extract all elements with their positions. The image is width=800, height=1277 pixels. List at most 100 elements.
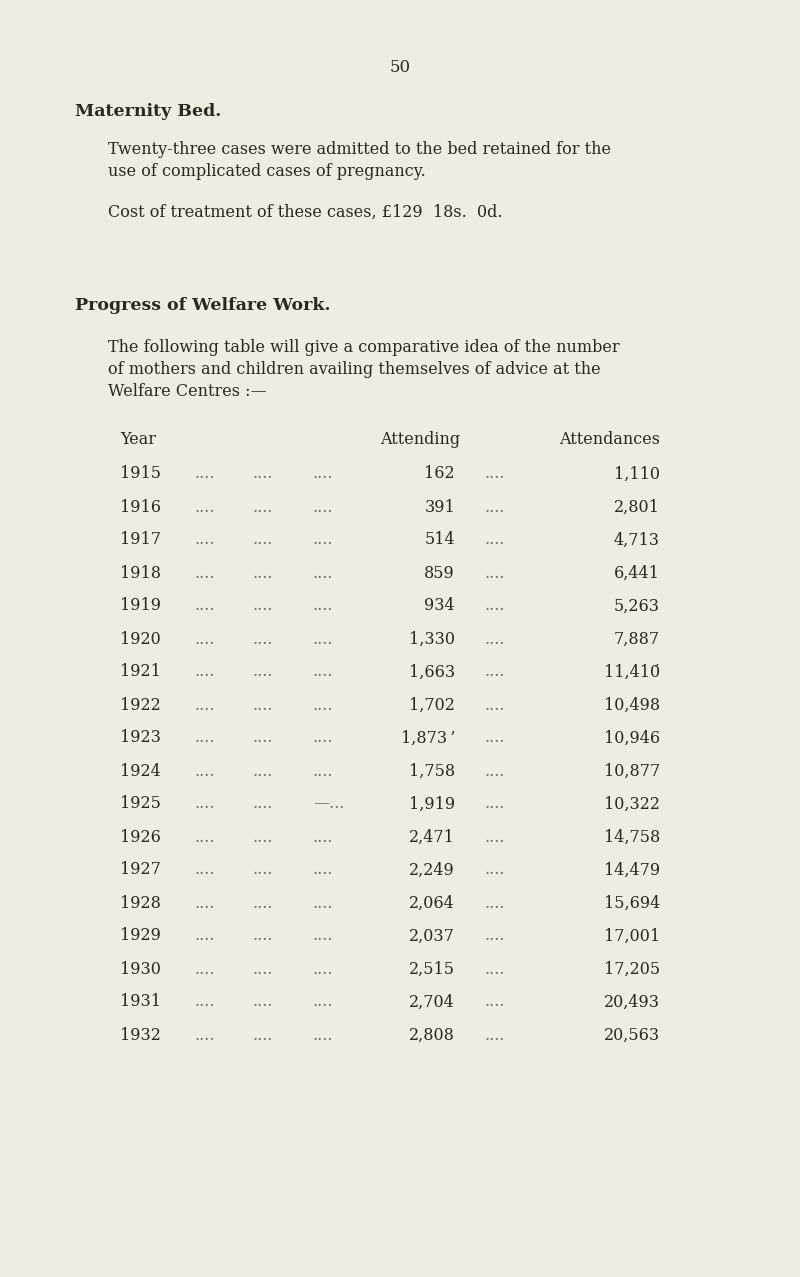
Text: ....: ....: [485, 631, 506, 647]
Text: 934: 934: [424, 598, 455, 614]
Text: ....: ....: [313, 729, 334, 747]
Text: ....: ....: [195, 531, 215, 549]
Text: Year: Year: [120, 432, 156, 448]
Text: ....: ....: [485, 1027, 506, 1043]
Text: 1919: 1919: [120, 598, 161, 614]
Text: 10,946: 10,946: [604, 729, 660, 747]
Text: ....: ....: [253, 564, 274, 581]
Text: Progress of Welfare Work.: Progress of Welfare Work.: [75, 298, 330, 314]
Text: 20,493: 20,493: [604, 994, 660, 1010]
Text: ....: ....: [485, 598, 506, 614]
Text: ....: ....: [313, 696, 334, 714]
Text: 2,515: 2,515: [409, 960, 455, 977]
Text: ....: ....: [485, 729, 506, 747]
Text: 2,249: 2,249: [410, 862, 455, 879]
Text: of mothers and children availing themselves of advice at the: of mothers and children availing themsel…: [108, 361, 601, 378]
Text: ....: ....: [253, 498, 274, 516]
Text: ....: ....: [313, 894, 334, 912]
Text: ....: ....: [195, 960, 215, 977]
Text: Cost of treatment of these cases, £129  18s.  0d.: Cost of treatment of these cases, £129 1…: [108, 203, 502, 221]
Text: 1927: 1927: [120, 862, 161, 879]
Text: 1925: 1925: [120, 796, 161, 812]
Text: ....: ....: [485, 862, 506, 879]
Text: ....: ....: [313, 960, 334, 977]
Text: ....: ....: [313, 564, 334, 581]
Text: ....: ....: [485, 994, 506, 1010]
Text: ....: ....: [485, 894, 506, 912]
Text: 1,873 ’: 1,873 ’: [401, 729, 455, 747]
Text: ....: ....: [253, 927, 274, 945]
Text: ....: ....: [253, 960, 274, 977]
Text: 1930: 1930: [120, 960, 161, 977]
Text: 2,064: 2,064: [410, 894, 455, 912]
Text: ....: ....: [195, 729, 215, 747]
Text: ....: ....: [485, 762, 506, 779]
Text: ....: ....: [195, 498, 215, 516]
Text: ....: ....: [195, 829, 215, 845]
Text: 1,919: 1,919: [409, 796, 455, 812]
Text: ....: ....: [253, 862, 274, 879]
Text: 5,263: 5,263: [614, 598, 660, 614]
Text: ....: ....: [253, 531, 274, 549]
Text: ....: ....: [485, 796, 506, 812]
Text: 859: 859: [424, 564, 455, 581]
Text: 1917: 1917: [120, 531, 161, 549]
Text: ....: ....: [195, 796, 215, 812]
Text: 15,694: 15,694: [604, 894, 660, 912]
Text: 2,704: 2,704: [410, 994, 455, 1010]
Text: 2,808: 2,808: [409, 1027, 455, 1043]
Text: ....: ....: [253, 631, 274, 647]
Text: ....: ....: [253, 466, 274, 483]
Text: ....: ....: [195, 631, 215, 647]
Text: ....: ....: [253, 598, 274, 614]
Text: 1,758: 1,758: [409, 762, 455, 779]
Text: ....: ....: [195, 564, 215, 581]
Text: 2,801: 2,801: [614, 498, 660, 516]
Text: 11,410́: 11,410́: [604, 664, 660, 681]
Text: ....: ....: [195, 696, 215, 714]
Text: ....: ....: [313, 862, 334, 879]
Text: Welfare Centres :—: Welfare Centres :—: [108, 383, 266, 401]
Text: ....: ....: [313, 531, 334, 549]
Text: ....: ....: [253, 894, 274, 912]
Text: ....: ....: [253, 829, 274, 845]
Text: ....: ....: [253, 994, 274, 1010]
Text: ....: ....: [485, 498, 506, 516]
Text: 17,205: 17,205: [604, 960, 660, 977]
Text: ....: ....: [313, 466, 334, 483]
Text: ....: ....: [485, 466, 506, 483]
Text: 1928: 1928: [120, 894, 161, 912]
Text: 1,330: 1,330: [409, 631, 455, 647]
Text: ....: ....: [313, 498, 334, 516]
Text: ....: ....: [195, 598, 215, 614]
Text: ....: ....: [195, 664, 215, 681]
Text: ....: ....: [313, 664, 334, 681]
Text: 1,702: 1,702: [409, 696, 455, 714]
Text: ....: ....: [253, 664, 274, 681]
Text: 17,001: 17,001: [604, 927, 660, 945]
Text: ....: ....: [195, 762, 215, 779]
Text: Twenty-three cases were admitted to the bed retained for the: Twenty-three cases were admitted to the …: [108, 142, 611, 158]
Text: 1929: 1929: [120, 927, 161, 945]
Text: 1931: 1931: [120, 994, 161, 1010]
Text: ....: ....: [313, 762, 334, 779]
Text: 1921: 1921: [120, 664, 161, 681]
Text: ....: ....: [485, 564, 506, 581]
Text: ....: ....: [195, 1027, 215, 1043]
Text: 1918: 1918: [120, 564, 161, 581]
Text: ....: ....: [253, 1027, 274, 1043]
Text: ....: ....: [253, 696, 274, 714]
Text: 50: 50: [390, 60, 410, 77]
Text: use of complicated cases of pregnancy.: use of complicated cases of pregnancy.: [108, 163, 426, 180]
Text: 1,663: 1,663: [409, 664, 455, 681]
Text: ....: ....: [253, 762, 274, 779]
Text: ....: ....: [485, 960, 506, 977]
Text: ....: ....: [313, 829, 334, 845]
Text: 10,498: 10,498: [604, 696, 660, 714]
Text: ....: ....: [253, 729, 274, 747]
Text: ....: ....: [485, 696, 506, 714]
Text: ....: ....: [313, 1027, 334, 1043]
Text: ....: ....: [195, 994, 215, 1010]
Text: 7,887: 7,887: [614, 631, 660, 647]
Text: 10,322: 10,322: [604, 796, 660, 812]
